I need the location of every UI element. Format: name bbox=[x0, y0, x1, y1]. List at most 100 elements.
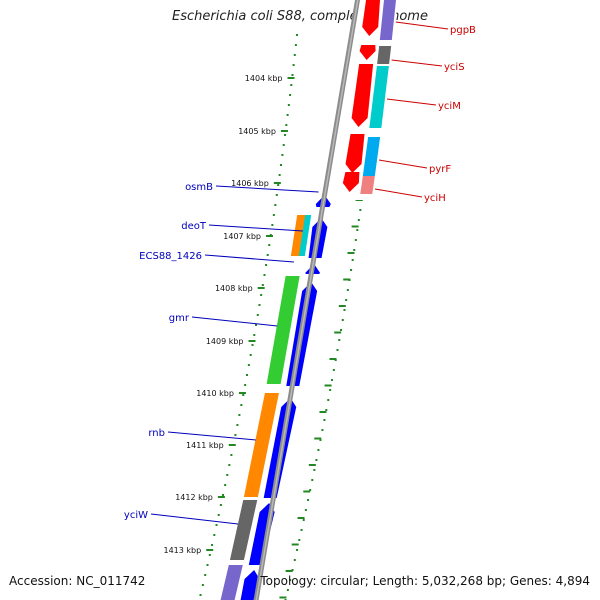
leader-line-ECS88_1426 bbox=[204, 254, 294, 263]
inner-track-dot bbox=[285, 124, 288, 126]
kbp-label: 1406 kbp bbox=[231, 179, 269, 188]
outer-track-dot bbox=[346, 289, 349, 291]
leader-line-yciS bbox=[391, 59, 443, 67]
leader-line-pgpB bbox=[395, 21, 449, 30]
inner-track-dot bbox=[213, 534, 216, 536]
outer-track-dot bbox=[359, 209, 362, 211]
cog-strip-gmr bbox=[266, 276, 300, 384]
inner-track-dot bbox=[199, 594, 202, 596]
kbp-ruler: 1404 kbp 1405 kbp 1406 kbp 1407 kbp 1408 kbp… bbox=[164, 74, 295, 555]
outer-track-dot bbox=[313, 469, 316, 471]
inner-track-dot bbox=[206, 564, 209, 566]
accession-text: Accession: NC_011742 bbox=[9, 574, 146, 588]
outer-track-dot bbox=[286, 589, 289, 591]
kbp-tick bbox=[206, 549, 214, 551]
kbp-tick bbox=[248, 340, 256, 342]
outer-track-dash bbox=[291, 543, 299, 546]
inner-track-dot bbox=[226, 474, 229, 476]
outer-track-dash bbox=[334, 331, 342, 334]
outer-track-dot bbox=[345, 299, 348, 301]
inner-track-dot bbox=[295, 34, 298, 36]
gene-label-gmr: gmr bbox=[169, 313, 190, 324]
inner-track-dot bbox=[281, 154, 284, 156]
kbp-label: 1404 kbp bbox=[245, 74, 283, 83]
inner-track-dot bbox=[277, 184, 280, 186]
cog-strip-yciS bbox=[377, 46, 392, 64]
inner-track-dot bbox=[291, 74, 294, 76]
gene-label-pgpB: pgpB bbox=[450, 25, 476, 36]
outer-track-dot bbox=[307, 499, 310, 501]
kbp-tick bbox=[287, 77, 295, 79]
kbp-label: 1413 kbp bbox=[164, 546, 202, 555]
gene-label-rnb: rnb bbox=[148, 428, 165, 439]
gene-label-yciS: yciS bbox=[444, 62, 465, 73]
inner-track-dot bbox=[263, 274, 266, 276]
outer-track-dot bbox=[311, 479, 314, 481]
outer-track-dot bbox=[293, 559, 296, 561]
inner-track-dot bbox=[289, 94, 292, 96]
outer-track-dot bbox=[357, 219, 360, 221]
leader-line-yciW bbox=[150, 513, 239, 525]
leader-line-deoT bbox=[208, 224, 303, 232]
outer-track-dot bbox=[327, 399, 330, 401]
inner-track-dot bbox=[261, 284, 264, 286]
outer-track-dot bbox=[340, 329, 343, 331]
outer-track-dot bbox=[338, 339, 341, 341]
outer-track-dot bbox=[298, 539, 301, 541]
kbp-tick bbox=[217, 496, 225, 498]
outer-track-dot bbox=[296, 549, 299, 551]
inner-track-dot bbox=[230, 454, 233, 456]
inner-dotted-track bbox=[199, 34, 298, 596]
gene-label-deoT: deoT bbox=[181, 221, 207, 232]
inner-track-dot bbox=[286, 114, 289, 116]
inner-track-dot bbox=[244, 384, 247, 386]
outer-track-dash bbox=[329, 358, 337, 360]
inner-track-dot bbox=[275, 194, 278, 196]
outer-track-dot bbox=[309, 489, 312, 491]
inner-track-dot bbox=[208, 554, 211, 556]
inner-track-dot bbox=[236, 424, 239, 426]
gene-label-osmB: osmB bbox=[185, 182, 213, 193]
outer-track-dot bbox=[341, 319, 344, 321]
outer-track-dash bbox=[279, 596, 287, 599]
inner-track-dot bbox=[292, 64, 295, 66]
inner-track-dot bbox=[256, 314, 259, 316]
outer-track-dash bbox=[338, 305, 346, 307]
outer-track-dot bbox=[289, 579, 292, 581]
outer-track-dot bbox=[300, 529, 303, 531]
inner-track-dot bbox=[249, 354, 252, 356]
backbone-highlight bbox=[255, 0, 359, 600]
outer-track-dash bbox=[319, 411, 327, 413]
inner-track-dot bbox=[255, 324, 258, 326]
inner-track-dot bbox=[234, 434, 237, 436]
gene-label-yciW: yciW bbox=[124, 510, 148, 521]
cog-strip-yciH bbox=[360, 176, 375, 194]
inner-track-dot bbox=[280, 164, 283, 166]
cog-strip-rnb bbox=[243, 393, 279, 497]
inner-track-dot bbox=[284, 134, 287, 136]
outer-track-dot bbox=[304, 509, 307, 511]
inner-track-dot bbox=[287, 104, 290, 106]
inner-track-dot bbox=[217, 514, 220, 516]
kbp-label: 1411 kbp bbox=[186, 441, 224, 450]
leader-line-rnb bbox=[167, 431, 256, 441]
kbp-tick bbox=[273, 182, 281, 184]
kbp-tick bbox=[280, 130, 288, 132]
gene-arrow-pyrF bbox=[345, 134, 365, 173]
inner-track-dot bbox=[240, 404, 243, 406]
inner-track-dot bbox=[278, 174, 281, 176]
leader-line-gmr bbox=[191, 316, 278, 327]
outer-track-dot bbox=[354, 239, 357, 241]
outer-track-dash bbox=[314, 437, 322, 440]
outer-track-dot bbox=[302, 519, 305, 521]
kbp-tick bbox=[265, 235, 273, 237]
inner-track-dot bbox=[219, 504, 222, 506]
cog-strip-next bbox=[220, 565, 243, 600]
kbp-label: 1408 kbp bbox=[215, 284, 253, 293]
outer-track-dot bbox=[331, 379, 334, 381]
cog-strip-yciM bbox=[369, 66, 389, 128]
inner-track-dot bbox=[271, 224, 274, 226]
outer-track-dot bbox=[351, 259, 354, 261]
